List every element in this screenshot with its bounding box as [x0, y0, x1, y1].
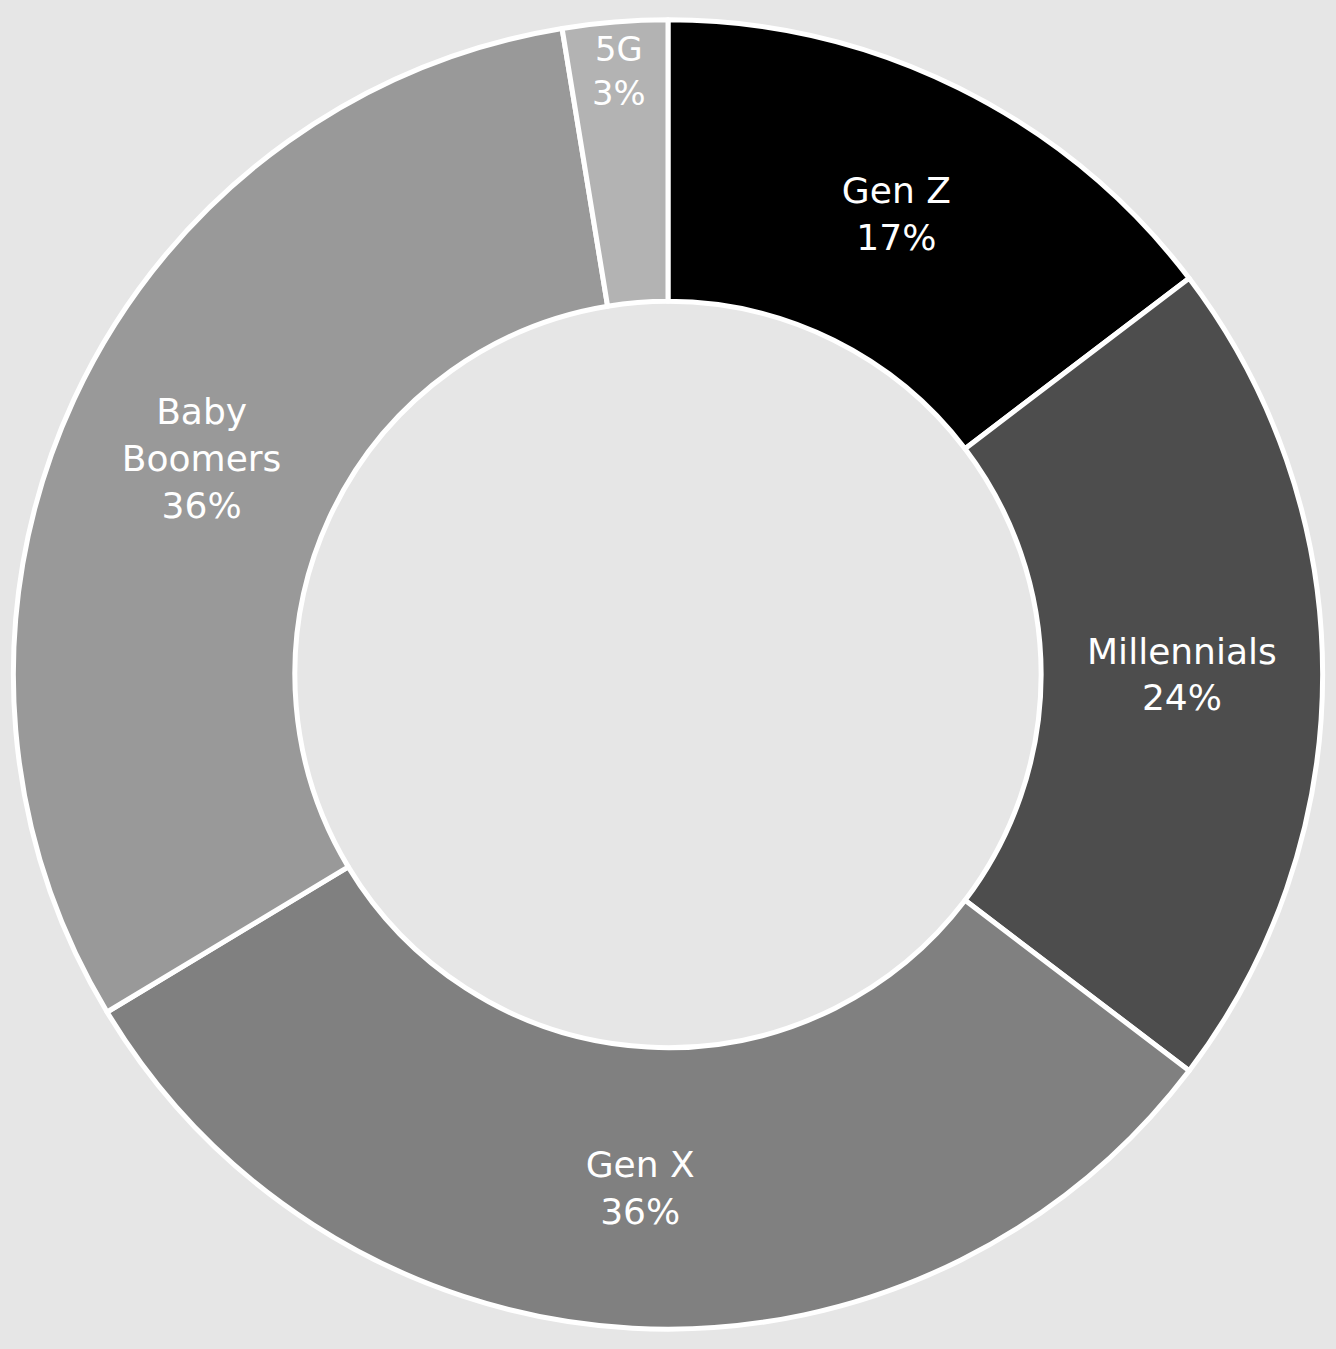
svg-text:Gen Z17%: Gen Z17%: [842, 170, 951, 258]
svg-text:BabyBoomers36%: BabyBoomers36%: [122, 391, 282, 526]
svg-text:Millennials24%: Millennials24%: [1087, 631, 1277, 719]
svg-text:5G3%: 5G3%: [592, 30, 646, 113]
svg-text:Gen X36%: Gen X36%: [586, 1144, 695, 1232]
